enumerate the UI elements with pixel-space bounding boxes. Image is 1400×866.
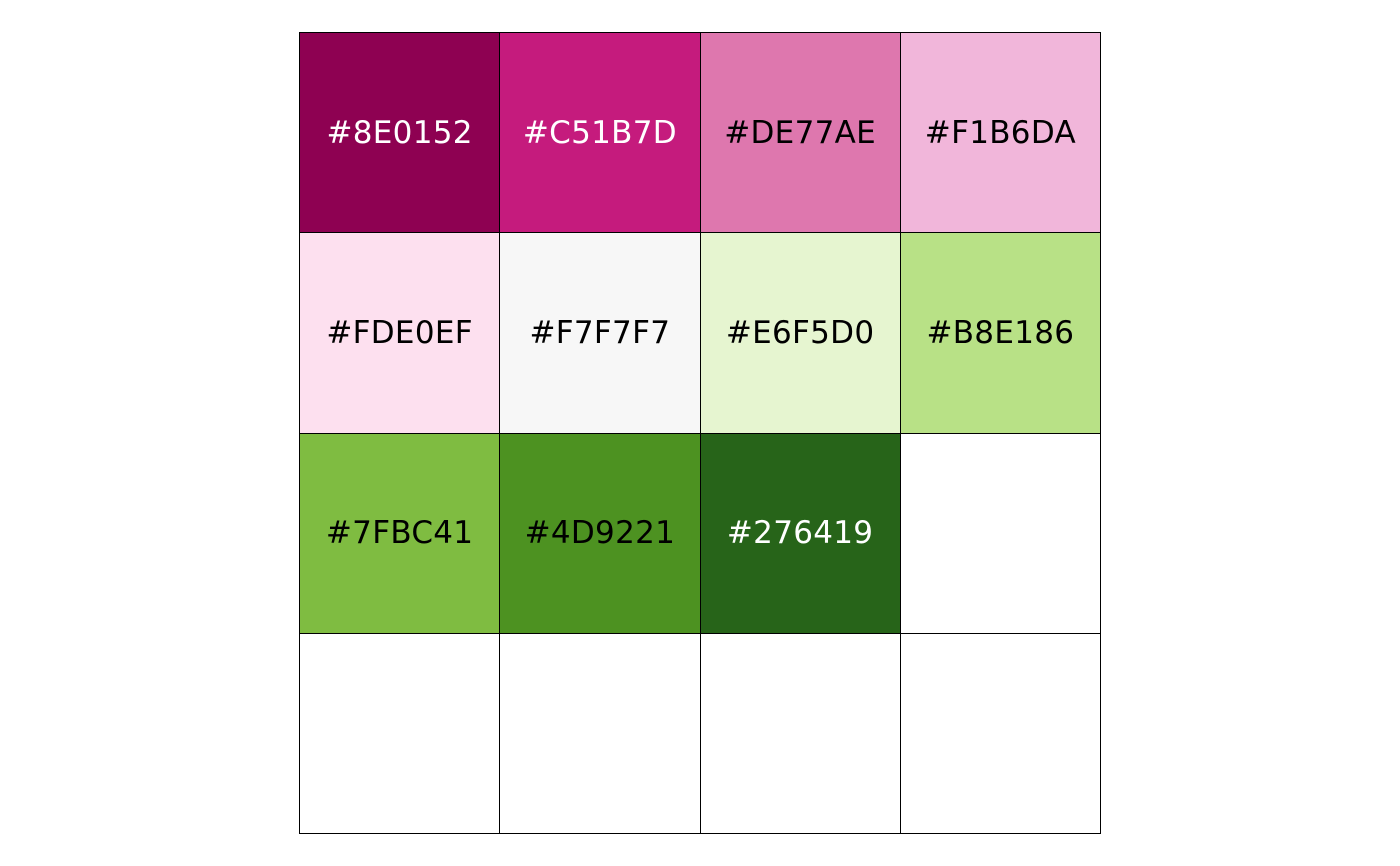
color-swatch: #276419 xyxy=(700,433,901,634)
color-swatch: #4D9221 xyxy=(500,433,701,634)
empty-swatch xyxy=(700,633,901,834)
empty-swatch xyxy=(900,433,1101,634)
empty-swatch xyxy=(300,633,501,834)
swatch-hex-label: #C51B7D xyxy=(522,114,677,151)
empty-swatch xyxy=(900,633,1101,834)
swatch-hex-label: #276419 xyxy=(726,515,874,552)
swatch-hex-label: #8E0152 xyxy=(326,114,473,151)
color-swatch: #FDE0EF xyxy=(300,233,501,434)
color-swatch: #F1B6DA xyxy=(900,33,1101,234)
color-swatch-grid: #8E0152 #C51B7D #DE77AE #F1B6DA #FDE0EF … xyxy=(299,32,1101,834)
swatch-hex-label: #B8E186 xyxy=(926,314,1075,351)
color-swatch: #C51B7D xyxy=(500,33,701,234)
color-swatch: #B8E186 xyxy=(900,233,1101,434)
swatch-hex-label: #FDE0EF xyxy=(326,314,473,351)
color-swatch: #DE77AE xyxy=(700,33,901,234)
swatch-hex-label: #4D9221 xyxy=(524,515,676,552)
color-swatch: #7FBC41 xyxy=(300,433,501,634)
swatch-hex-label: #DE77AE xyxy=(724,114,877,151)
color-swatch: #E6F5D0 xyxy=(700,233,901,434)
swatch-hex-label: #F1B6DA xyxy=(924,114,1076,151)
swatch-hex-label: #F7F7F7 xyxy=(529,314,671,351)
empty-swatch xyxy=(500,633,701,834)
color-swatch: #8E0152 xyxy=(300,33,501,234)
swatch-hex-label: #7FBC41 xyxy=(325,515,474,552)
swatch-hex-label: #E6F5D0 xyxy=(725,314,875,351)
color-swatch: #F7F7F7 xyxy=(500,233,701,434)
